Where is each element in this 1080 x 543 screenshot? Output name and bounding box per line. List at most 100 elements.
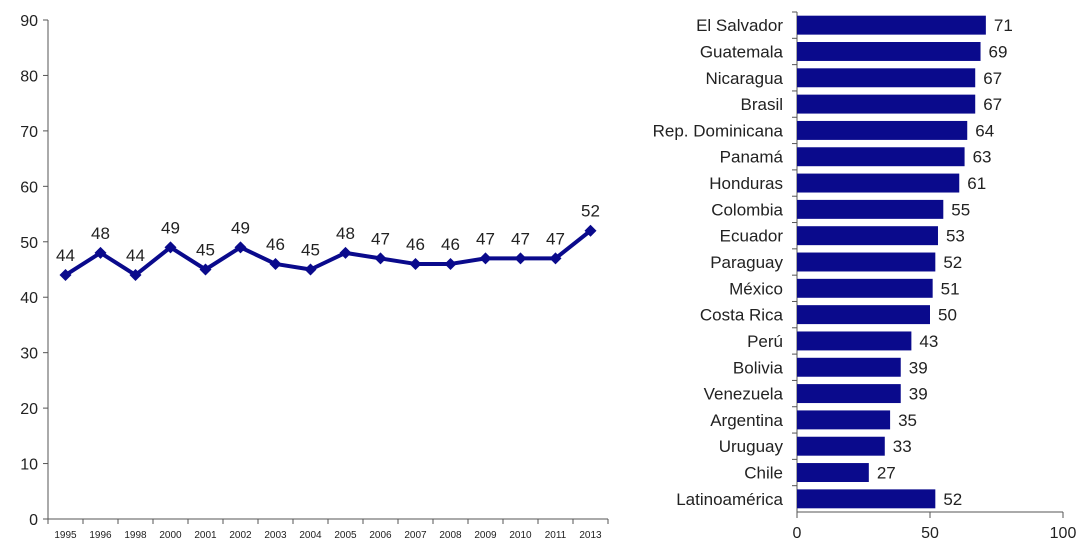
x-tick-label: 2002 <box>229 530 252 541</box>
bar <box>797 173 960 193</box>
data-label: 44 <box>56 246 75 265</box>
data-point-marker <box>514 252 527 265</box>
bar <box>797 15 986 35</box>
category-label: Uruguay <box>719 437 784 456</box>
y-tick-label: 40 <box>20 290 38 307</box>
category-label: Latinoamérica <box>676 490 783 509</box>
category-label: Panamá <box>720 148 784 167</box>
data-label: 35 <box>898 411 917 430</box>
bar <box>797 147 965 167</box>
data-label: 52 <box>943 253 962 272</box>
data-label: 46 <box>441 235 460 254</box>
data-point-marker <box>374 252 387 265</box>
x-tick-label: 2000 <box>159 530 182 541</box>
category-label: Brasil <box>740 95 783 114</box>
category-label: Argentina <box>710 411 783 430</box>
category-label: Colombia <box>711 200 783 219</box>
data-label: 69 <box>989 42 1008 61</box>
data-point-marker <box>129 269 142 282</box>
data-label: 46 <box>406 235 425 254</box>
data-label: 67 <box>983 95 1002 114</box>
data-point-marker <box>444 257 457 270</box>
data-label: 48 <box>336 224 355 243</box>
y-tick-label: 0 <box>29 512 38 529</box>
data-label: 44 <box>126 246 145 265</box>
category-label: México <box>729 279 783 298</box>
data-label: 47 <box>546 229 565 248</box>
y-tick-label: 50 <box>20 235 38 252</box>
x-tick-label: 2007 <box>404 530 427 541</box>
data-label: 47 <box>511 229 530 248</box>
bar <box>797 42 981 61</box>
data-point-marker <box>409 257 422 270</box>
bar <box>797 305 930 325</box>
bar <box>797 94 976 114</box>
data-label: 55 <box>951 200 970 219</box>
y-tick-label: 90 <box>20 13 38 30</box>
data-label: 50 <box>938 306 957 325</box>
bar <box>797 120 968 140</box>
x-tick-label: 2013 <box>579 530 602 541</box>
data-label: 51 <box>941 279 960 298</box>
x-tick-label: 2009 <box>474 530 497 541</box>
category-label: Venezuela <box>704 385 784 404</box>
data-label: 67 <box>983 69 1002 88</box>
data-label: 49 <box>161 218 180 237</box>
y-tick-label: 30 <box>20 346 38 363</box>
category-label: Ecuador <box>720 227 784 246</box>
data-point-marker <box>549 252 562 265</box>
series-line <box>64 229 592 278</box>
bar <box>797 489 936 509</box>
y-tick-label: 10 <box>20 457 38 474</box>
bar <box>797 463 869 482</box>
category-label: Perú <box>747 332 783 351</box>
x-tick-label: 2003 <box>264 530 287 541</box>
data-label: 47 <box>371 229 390 248</box>
y-tick-label: 70 <box>20 124 38 141</box>
x-tick-label: 2010 <box>509 530 532 541</box>
data-label: 46 <box>266 235 285 254</box>
bar <box>797 331 912 351</box>
x-tick-label: 2005 <box>334 530 357 541</box>
category-label: Nicaragua <box>706 69 784 88</box>
data-point-marker <box>269 257 282 270</box>
x-tick-label: 50 <box>921 525 939 542</box>
data-point-marker <box>59 269 72 282</box>
x-tick-label: 2004 <box>299 530 322 541</box>
data-point-marker <box>339 246 352 259</box>
data-label: 61 <box>967 174 986 193</box>
data-label: 52 <box>581 202 600 221</box>
x-tick-label: 2006 <box>369 530 392 541</box>
x-tick-label: 100 <box>1050 525 1077 542</box>
category-label: Paraguay <box>710 253 783 272</box>
category-label: Costa Rica <box>700 306 784 325</box>
data-label: 47 <box>476 229 495 248</box>
data-label: 43 <box>919 332 938 351</box>
data-label: 27 <box>877 464 896 483</box>
data-point-marker <box>234 241 247 254</box>
data-point-marker <box>199 263 212 276</box>
data-point-marker <box>94 246 107 259</box>
data-label: 33 <box>893 437 912 456</box>
bar <box>797 252 936 272</box>
data-point-marker <box>304 263 317 276</box>
bar <box>797 410 891 430</box>
x-tick-label: 1998 <box>124 530 147 541</box>
bar <box>797 278 933 298</box>
category-label: Chile <box>744 464 783 483</box>
data-label: 64 <box>975 121 994 140</box>
data-label: 49 <box>231 218 250 237</box>
bar <box>797 384 901 404</box>
bar <box>797 436 885 456</box>
bar <box>797 199 944 219</box>
category-label: Rep. Dominicana <box>653 121 784 140</box>
data-point-marker <box>479 252 492 265</box>
category-label: El Salvador <box>696 16 783 35</box>
data-label: 45 <box>196 241 215 260</box>
data-label: 52 <box>943 490 962 509</box>
data-label: 39 <box>909 358 928 377</box>
bar <box>797 226 938 246</box>
